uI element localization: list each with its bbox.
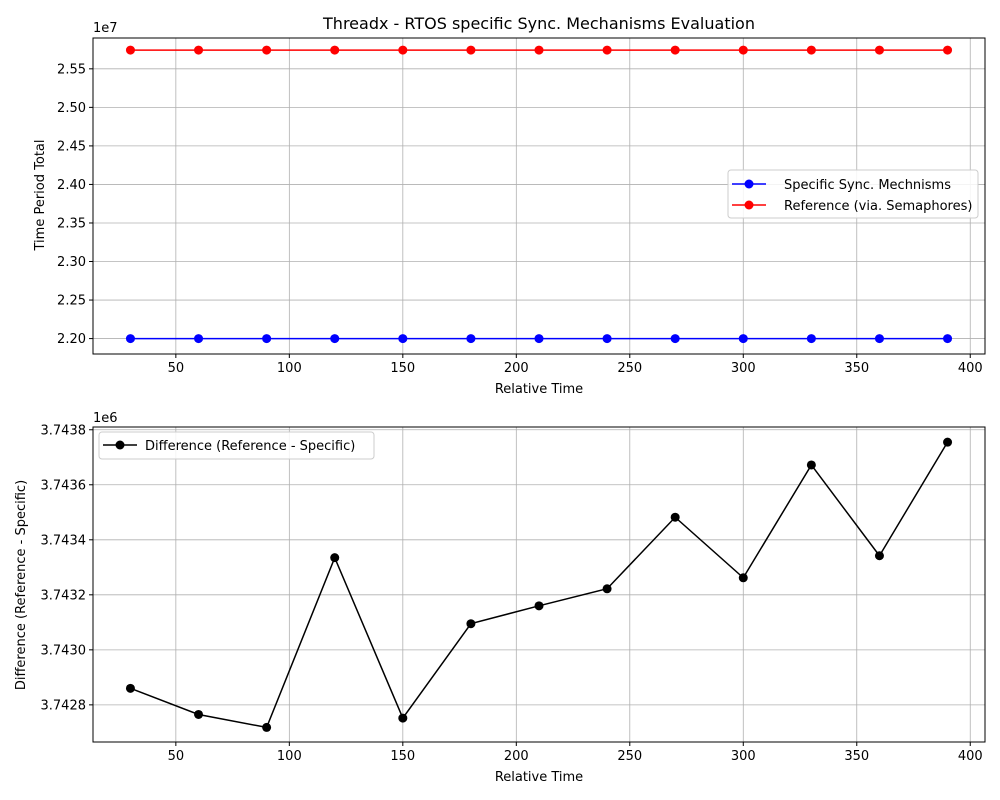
chart-bottom-series-0-point (874, 551, 884, 561)
chart-top-series-0-point (670, 334, 680, 344)
chart-top-series-0-point (194, 334, 204, 344)
chart-top-y-offset-label: 1e7 (93, 21, 118, 36)
chart-top-y-tick-label: 2.20 (57, 332, 86, 347)
chart-bottom-y-ticks: 3.7428 3.7430 3.7432 3.7434 3.7436 3.7438 (41, 423, 93, 713)
chart-top-legend: Specific Sync. Mechnisms Reference (via.… (727, 169, 979, 219)
chart-top-x-tick-label: 400 (958, 361, 983, 376)
chart-bottom-y-axis-label: Difference (Reference - Specific) (14, 480, 29, 690)
chart-top-series-0-point (262, 334, 272, 344)
legend-label-specific: Specific Sync. Mechnisms (784, 178, 951, 193)
chart-top-y-tick-label: 2.40 (57, 178, 86, 193)
chart-bottom-series-0-point (602, 584, 612, 594)
chart-bottom-series-0-point (466, 619, 476, 629)
chart-bottom-x-tick-label: 100 (277, 749, 302, 764)
legend-label-reference: Reference (via. Semaphores) (784, 199, 972, 214)
chart-top-x-tick-label: 350 (844, 361, 869, 376)
chart-bottom-series-0-point (738, 573, 748, 583)
chart-bottom-x-tick-label: 300 (731, 749, 756, 764)
chart-top-series-1-point (466, 45, 476, 55)
chart-top-x-axis-label: Relative Time (495, 382, 583, 397)
chart-top-plot-frame (92, 37, 986, 355)
chart-bottom-y-tick-label: 3.7430 (41, 643, 87, 658)
chart-bottom-y-tick-label: 3.7436 (41, 478, 87, 493)
legend-swatch-reference-marker (744, 200, 754, 210)
chart-bottom-y-tick-label: 3.7434 (41, 533, 87, 548)
legend-label-difference: Difference (Reference - Specific) (145, 439, 355, 454)
chart-bottom-series-0-point (125, 683, 135, 693)
chart-top-y-tick-label: 2.30 (57, 255, 86, 270)
chart-top-gridlines (93, 38, 985, 354)
chart-top-series-0-point (738, 334, 748, 344)
chart-top-series-1-point (874, 45, 884, 55)
chart-bottom-legend: Difference (Reference - Specific) (98, 431, 375, 460)
chart-top-series-1-point (738, 45, 748, 55)
chart-top-series-1-point (602, 45, 612, 55)
legend-swatch-specific-marker (744, 179, 754, 189)
chart-top-y-axis-label: Time Period Total (33, 140, 48, 252)
chart-top-series-1-point (534, 45, 544, 55)
chart-top-y-tick-label: 2.35 (57, 216, 86, 231)
chart-top-series-layer (125, 45, 953, 344)
chart-top-series-0-point (806, 334, 816, 344)
chart-top-y-tick-label: 2.55 (57, 62, 86, 77)
chart-bottom-gridlines (93, 427, 985, 742)
chart-top-y-tick-label: 2.45 (57, 139, 86, 154)
chart-top-x-tick-label: 50 (168, 361, 185, 376)
chart-bottom-series-0-point (330, 553, 340, 563)
chart-bottom-x-tick-label: 400 (958, 749, 983, 764)
chart-top-x-tick-label: 200 (504, 361, 529, 376)
chart-top-series-0-point (602, 334, 612, 344)
chart-top-y-tick-label: 2.25 (57, 294, 86, 309)
chart-bottom-x-tick-label: 250 (617, 749, 642, 764)
chart-top-series-1-point (125, 45, 135, 55)
chart-top-series-0-point (534, 334, 544, 344)
chart-bottom-legend-box (98, 431, 375, 460)
chart-bottom-y-tick-label: 3.7428 (41, 698, 87, 713)
chart-top-y-ticks: 2.20 2.25 2.30 2.35 2.40 2.45 2.50 2.55 (57, 62, 93, 347)
chart-bottom-series-0-point (670, 512, 680, 522)
chart-top-series-1-point (262, 45, 272, 55)
chart-top-series-1-point (670, 45, 680, 55)
chart-top-series-0-point (398, 334, 408, 344)
chart-top-y-tick-label: 2.50 (57, 101, 86, 116)
chart-top-x-ticks: 50 100 150 200 250 300 350 400 (168, 354, 983, 376)
chart-bottom-series-0-point (943, 437, 953, 447)
chart-bottom-y-tick-label: 3.7432 (41, 588, 87, 603)
chart-top-series-0-point (943, 334, 953, 344)
chart-bottom-series-0-point (534, 601, 544, 611)
chart-top-series-1-point (330, 45, 340, 55)
chart-bottom-x-ticks: 50 100 150 200 250 300 350 400 (168, 742, 983, 764)
chart-top-x-tick-label: 250 (617, 361, 642, 376)
chart-top-x-tick-label: 300 (731, 361, 756, 376)
chart-bottom-series-layer (125, 437, 953, 732)
chart-top-series-1-point (398, 45, 408, 55)
chart-bottom-x-tick-label: 200 (504, 749, 529, 764)
chart-bottom: 1e6 Relative Time Difference (Reference … (14, 411, 986, 785)
chart-bottom-x-axis-label: Relative Time (495, 770, 583, 785)
chart-top-series-1-point (943, 45, 953, 55)
chart-top-x-tick-label: 150 (390, 361, 415, 376)
chart-bottom-x-tick-label: 350 (844, 749, 869, 764)
chart-bottom-x-tick-label: 50 (168, 749, 185, 764)
chart-bottom-y-offset-label: 1e6 (93, 411, 118, 426)
chart-top: Threadx - RTOS specific Sync. Mechanisms… (33, 14, 986, 397)
chart-top-series-0-point (125, 334, 135, 344)
chart-top-series-1-point (806, 45, 816, 55)
chart-bottom-series-0-point (262, 722, 272, 732)
chart-top-series-0-point (466, 334, 476, 344)
chart-top-series-0-point (330, 334, 340, 344)
chart-bottom-series-0-point (806, 460, 816, 470)
chart-bottom-series-0-point (398, 713, 408, 723)
chart-top-x-tick-label: 100 (277, 361, 302, 376)
chart-top-series-0-point (874, 334, 884, 344)
chart-top-series-1-point (194, 45, 204, 55)
chart-top-legend-box (727, 169, 979, 219)
chart-bottom-plot-frame (92, 426, 986, 743)
legend-swatch-difference-marker (115, 440, 125, 450)
chart-bottom-x-tick-label: 150 (390, 749, 415, 764)
chart-bottom-y-tick-label: 3.7438 (41, 423, 87, 438)
chart-bottom-series-0-point (194, 709, 204, 719)
chart-top-title: Threadx - RTOS specific Sync. Mechanisms… (322, 14, 755, 33)
